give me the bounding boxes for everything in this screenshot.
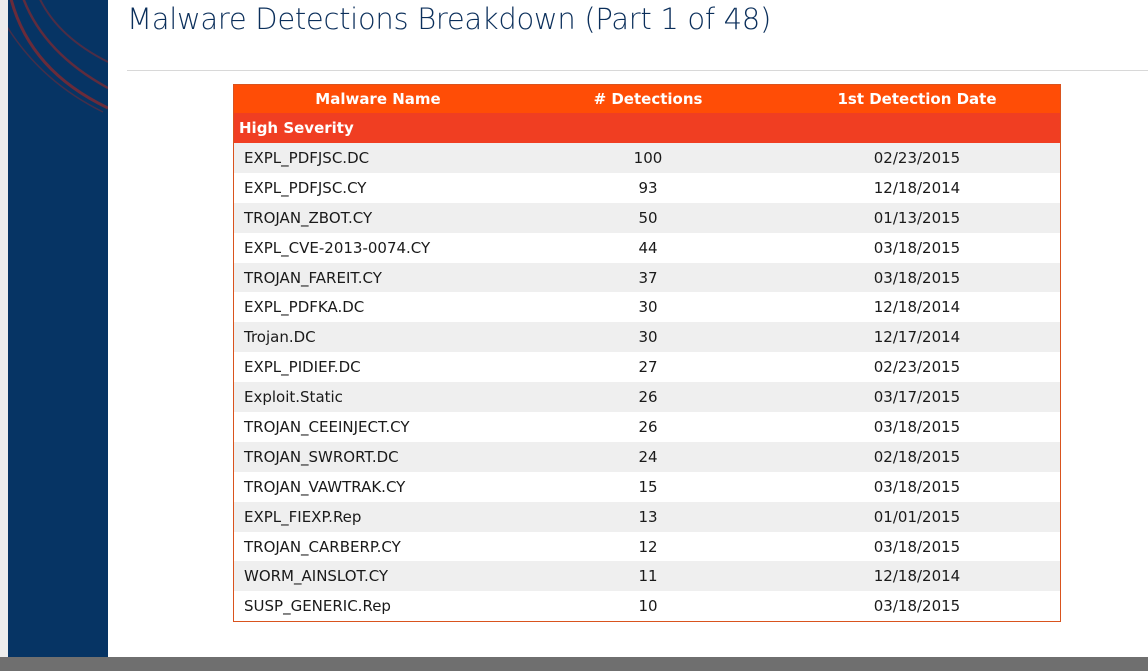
column-header-first-detection-date: 1st Detection Date [837,90,997,108]
table-row: WORM_AINSLOT.CY 11 12/18/2014 [234,561,1060,592]
table-row: EXPL_PDFJSC.CY 93 12/18/2014 [234,172,1060,203]
detections-cell: 26 [638,417,658,436]
first-detection-date-cell: 03/18/2015 [873,238,961,257]
first-detection-date-cell: 02/23/2015 [873,148,961,167]
first-detection-date-cell: 12/18/2014 [873,298,961,317]
malware-name-cell: TROJAN_SWRORT.DC [244,447,399,466]
detections-cell: 24 [638,447,658,466]
malware-name-cell: TROJAN_VAWTRAK.CY [244,477,406,496]
malware-name-cell: EXPL_PDFJSC.DC [244,148,370,167]
first-detection-date-cell: 02/18/2015 [873,447,961,466]
first-detection-date-cell: 01/01/2015 [873,507,961,526]
malware-name-cell: TROJAN_FAREIT.CY [244,268,382,287]
first-detection-date-cell: 02/23/2015 [873,358,961,377]
table-row: EXPL_PDFKA.DC 30 12/18/2014 [234,292,1060,323]
table-row: Trojan.DC 30 12/17/2014 [234,322,1060,353]
malware-name-cell: EXPL_PIDIEF.DC [244,358,361,377]
column-header-malware-name: Malware Name [315,90,441,108]
table-row: TROJAN_SWRORT.DC 24 02/18/2015 [234,441,1060,472]
detections-cell: 10 [638,597,658,616]
malware-name-cell: EXPL_PDFKA.DC [244,298,365,317]
table-row: TROJAN_FAREIT.CY 37 03/18/2015 [234,262,1060,293]
detections-cell: 93 [638,178,658,197]
detections-cell: 11 [638,567,658,586]
first-detection-date-cell: 12/18/2014 [873,567,961,586]
first-detection-date-cell: 03/18/2015 [873,597,961,616]
malware-name-cell: EXPL_FIEXP.Rep [244,507,362,526]
side-decoration-band [8,0,108,657]
title-divider [127,70,1148,71]
slide-title: Malware Detections Breakdown (Part 1 of … [127,2,771,36]
detections-table-container: Malware Name # Detections 1st Detection … [233,84,1061,623]
severity-group-label: High Severity [239,119,354,137]
detections-cell: 12 [638,537,658,556]
table-row: EXPL_PIDIEF.DC 27 02/23/2015 [234,352,1060,383]
table-row: SUSP_GENERIC.Rep 10 03/18/2015 [234,591,1060,622]
malware-name-cell: TROJAN_ZBOT.CY [244,208,373,227]
table-row: EXPL_FIEXP.Rep 13 01/01/2015 [234,501,1060,532]
first-detection-date-cell: 03/18/2015 [873,477,961,496]
table-row: EXPL_PDFJSC.DC 100 02/23/2015 [234,143,1060,173]
detections-cell: 13 [638,507,658,526]
first-detection-date-cell: 03/18/2015 [873,417,961,436]
malware-name-cell: TROJAN_CEEINJECT.CY [244,417,410,436]
detections-cell: 26 [638,388,658,407]
column-header-detections: # Detections [593,90,703,108]
detections-table: Malware Name # Detections 1st Detection … [234,85,1060,622]
first-detection-date-cell: 03/18/2015 [873,268,961,287]
detections-cell: 50 [638,208,658,227]
detections-cell: 27 [638,358,658,377]
first-detection-date-cell: 03/17/2015 [873,388,961,407]
detections-cell: 30 [638,328,658,347]
malware-name-cell: TROJAN_CARBERP.CY [244,537,401,556]
malware-name-cell: WORM_AINSLOT.CY [244,567,389,586]
first-detection-date-cell: 12/18/2014 [873,178,961,197]
table-row: TROJAN_CEEINJECT.CY 26 03/18/2015 [234,412,1060,442]
detections-cell: 37 [638,268,658,287]
decorative-arcs-icon [8,0,108,113]
slide-left-edge [0,0,8,657]
detections-cell: 15 [638,477,658,496]
severity-group-row: High Severity [234,113,1060,143]
first-detection-date-cell: 03/18/2015 [873,537,961,556]
malware-name-cell: SUSP_GENERIC.Rep [244,597,391,616]
malware-name-cell: Trojan.DC [244,328,316,347]
first-detection-date-cell: 01/13/2015 [873,208,961,227]
table-row: TROJAN_VAWTRAK.CY 15 03/18/2015 [234,471,1060,502]
malware-name-cell: EXPL_PDFJSC.CY [244,178,367,197]
table-row: Exploit.Static 26 03/17/2015 [234,382,1060,413]
slide: Malware Detections Breakdown (Part 1 of … [0,0,1148,657]
malware-name-cell: EXPL_CVE-2013-0074.CY [244,238,431,257]
table-row: TROJAN_ZBOT.CY 50 01/13/2015 [234,202,1060,233]
detections-cell: 44 [638,238,658,257]
table-header-row: Malware Name # Detections 1st Detection … [234,85,1060,113]
table-row: EXPL_CVE-2013-0074.CY 44 03/18/2015 [234,232,1060,263]
detections-cell: 30 [638,298,658,317]
table-row: TROJAN_CARBERP.CY 12 03/18/2015 [234,531,1060,562]
detections-cell: 100 [633,148,663,167]
first-detection-date-cell: 12/17/2014 [873,328,961,347]
malware-name-cell: Exploit.Static [244,388,343,407]
